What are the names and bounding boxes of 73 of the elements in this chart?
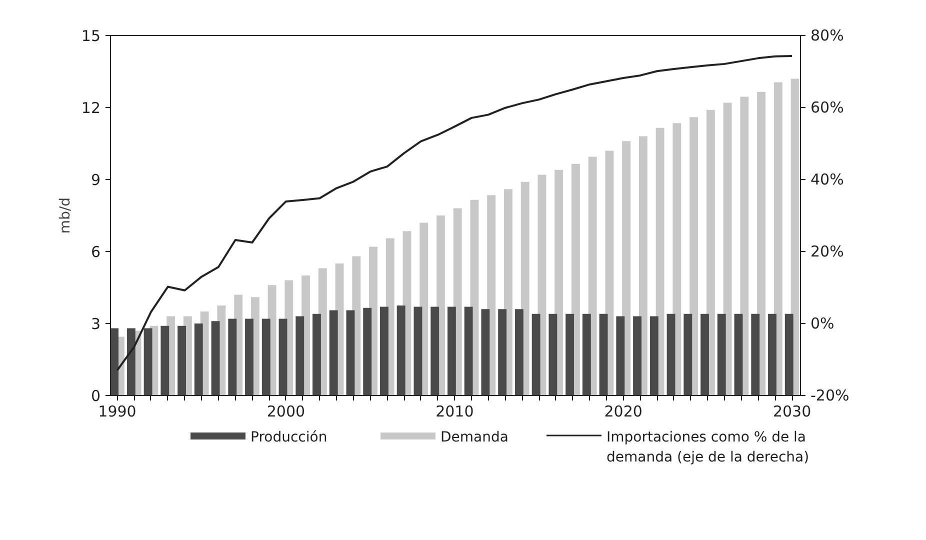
y2-tick-label: 80% xyxy=(810,26,844,44)
bar xyxy=(194,324,203,396)
bar xyxy=(723,102,732,396)
y2-tick-label: 20% xyxy=(810,242,844,260)
y-tick-label: 15 xyxy=(81,27,101,45)
bar xyxy=(245,318,254,396)
bar xyxy=(414,306,422,396)
bar xyxy=(717,314,726,396)
bar xyxy=(690,117,698,396)
bar xyxy=(110,328,119,396)
bar xyxy=(566,314,574,396)
bar xyxy=(768,314,776,396)
bar xyxy=(228,318,237,396)
bar xyxy=(666,314,676,396)
bar xyxy=(684,314,692,396)
bar xyxy=(548,314,558,396)
bar xyxy=(380,306,388,396)
y2-tick-label: -20% xyxy=(810,386,850,404)
bar xyxy=(582,314,591,396)
bar xyxy=(622,141,631,396)
bar xyxy=(672,123,682,396)
y-axis-title: mb/d xyxy=(57,197,74,234)
bar xyxy=(599,314,608,396)
bar xyxy=(211,321,220,396)
y2-tick-label: 0% xyxy=(810,314,834,332)
bar xyxy=(784,314,794,396)
x-tick-label: 2020 xyxy=(604,402,642,420)
bar xyxy=(650,316,658,396)
bar xyxy=(126,328,136,396)
bar xyxy=(633,316,642,396)
bar xyxy=(278,318,288,396)
bar xyxy=(740,96,749,396)
bar xyxy=(514,309,524,396)
bar xyxy=(481,309,490,396)
bar xyxy=(396,306,406,396)
bar xyxy=(430,306,440,396)
bar xyxy=(616,316,625,396)
bar xyxy=(346,310,355,396)
legend-label: Importaciones como % de la demanda (eje de la derecha) xyxy=(606,430,810,466)
bar xyxy=(262,318,270,396)
bar xyxy=(757,92,766,396)
bar xyxy=(774,82,782,396)
bar xyxy=(363,308,372,396)
bar xyxy=(656,128,664,396)
y-tick-label: 6 xyxy=(90,243,101,261)
bar xyxy=(700,314,709,396)
bar xyxy=(160,326,170,396)
bar xyxy=(638,136,648,396)
x-tick-label: 2010 xyxy=(436,402,474,420)
x-tick-label: 1990 xyxy=(98,402,136,420)
line-series xyxy=(116,55,794,372)
legend-label: Demanda xyxy=(440,430,508,446)
bar xyxy=(706,110,715,396)
y2-tick-label: 60% xyxy=(810,98,844,116)
y-tick-label: 3 xyxy=(90,315,101,333)
bar xyxy=(447,306,456,396)
bar xyxy=(751,314,760,396)
bar xyxy=(734,314,743,396)
bar xyxy=(296,316,304,396)
y-tick-label: 9 xyxy=(90,171,101,189)
bar xyxy=(329,310,338,396)
y-tick-label: 12 xyxy=(81,99,101,117)
bar xyxy=(498,309,507,396)
bar xyxy=(178,326,186,396)
bar xyxy=(312,314,321,396)
x-tick-label: 2030 xyxy=(772,402,812,420)
x-tick-label: 2000 xyxy=(266,402,306,420)
bar xyxy=(532,314,540,396)
bar xyxy=(464,306,473,396)
y-tick-label: 0 xyxy=(90,387,101,405)
bar xyxy=(144,328,152,396)
legend-label: Producción xyxy=(250,430,328,446)
y2-tick-label: 40% xyxy=(810,170,844,188)
